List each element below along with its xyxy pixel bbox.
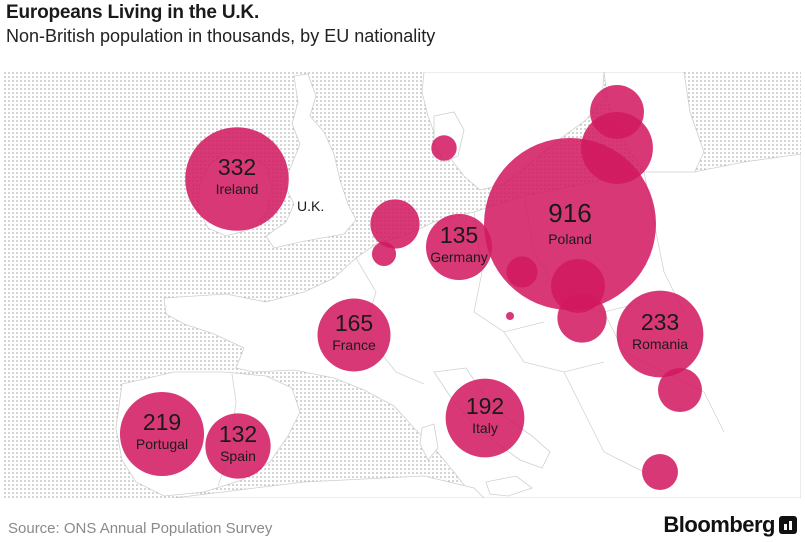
bubble-germany xyxy=(425,213,493,281)
land-great-britain xyxy=(265,73,357,249)
value-label-portugal: 219 xyxy=(143,409,181,435)
bubble-romania xyxy=(616,290,704,378)
value-label-spain: 132 xyxy=(219,421,257,447)
uk-label: U.K. xyxy=(297,198,324,214)
bubble-austria xyxy=(505,311,515,321)
bloomberg-logo: Bloomberg xyxy=(663,512,797,538)
bubble-netherlands xyxy=(370,199,420,249)
bubble-greece xyxy=(642,454,678,490)
land-sardinia xyxy=(419,423,439,461)
country-label-portugal: Portugal xyxy=(136,436,188,452)
country-label-spain: Spain xyxy=(220,448,256,464)
bubble-spain xyxy=(205,413,271,479)
bubble-ireland xyxy=(185,127,289,231)
country-label-italy: Italy xyxy=(472,420,498,436)
chart-subtitle: Non-British population in thousands, by … xyxy=(6,26,436,46)
bubble-belgium xyxy=(371,241,397,267)
europe-map: U.K. 916 Poland 332 Ireland 233 Romania 219 Por… xyxy=(4,72,801,498)
land-north-africa xyxy=(173,475,485,498)
source-note: Source: ONS Annual Population Survey xyxy=(8,520,273,537)
bubble-bulgaria xyxy=(657,367,703,413)
bubble-portugal xyxy=(119,391,205,477)
bubble-italy xyxy=(445,378,525,458)
bubble-latvia xyxy=(590,85,644,139)
country-label-france: France xyxy=(332,337,376,353)
bubble-denmark xyxy=(431,135,457,161)
brand-name: Bloomberg xyxy=(663,512,775,537)
value-label-italy: 192 xyxy=(466,393,504,419)
chart-title: Europeans Living in the U.K. xyxy=(6,2,260,23)
bubble-france xyxy=(317,298,391,372)
bubble-poland xyxy=(484,138,656,310)
value-label-romania: 233 xyxy=(641,309,679,335)
country-label-romania: Romania xyxy=(632,336,688,352)
value-label-germany: 135 xyxy=(440,222,478,248)
value-label-ireland: 332 xyxy=(218,154,256,180)
value-label-france: 165 xyxy=(335,310,373,336)
value-label-poland: 916 xyxy=(548,198,591,228)
chart-bars-icon xyxy=(779,516,797,534)
land-sicily xyxy=(485,475,533,497)
country-label-ireland: Ireland xyxy=(216,181,259,197)
country-label-poland: Poland xyxy=(548,231,592,247)
country-label-germany: Germany xyxy=(430,249,488,265)
